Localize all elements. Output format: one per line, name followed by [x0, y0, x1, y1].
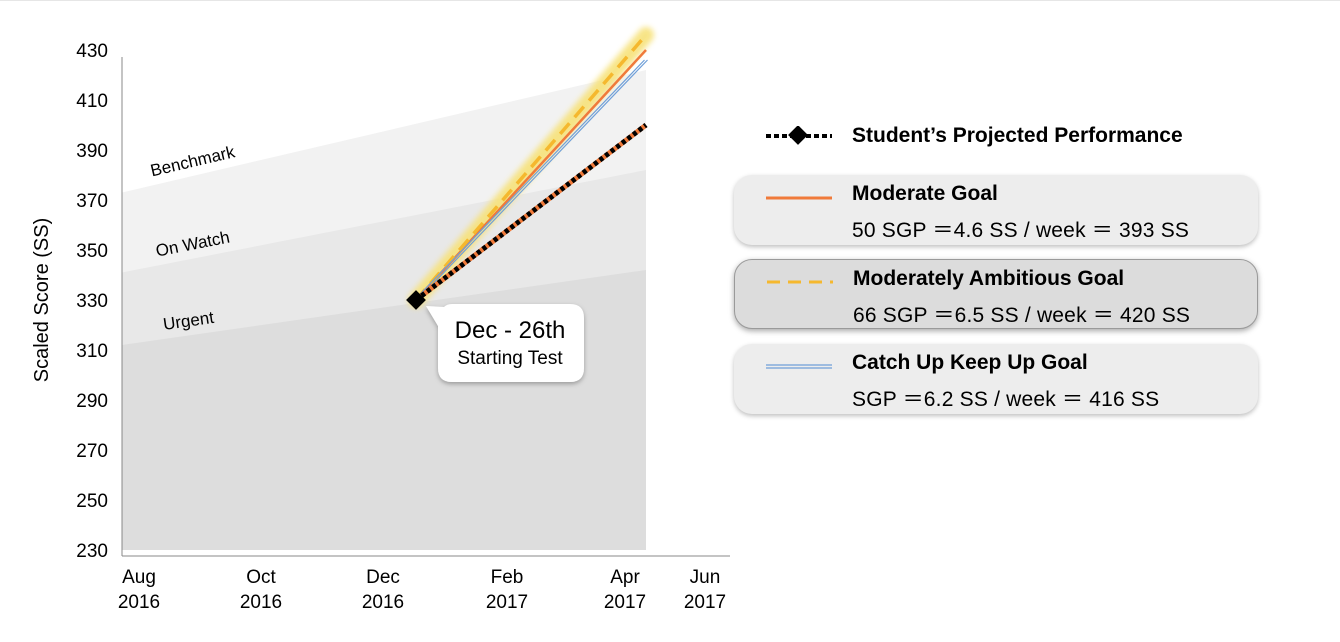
start-callout: Dec - 26th Starting Test: [426, 304, 584, 382]
legend-label: Moderate Goal: [852, 182, 998, 205]
x-tick-label: 2017: [604, 592, 646, 613]
x-tick-label: Apr: [610, 567, 640, 588]
x-tick-label: 2017: [684, 592, 726, 613]
y-tick-label: 330: [76, 291, 108, 312]
legend-label: Student’s Projected Performance: [852, 124, 1183, 147]
legend-item-ambitious[interactable]: Moderately Ambitious Goal 66 SGP ＝6.5 SS…: [734, 259, 1258, 329]
x-tick-label: Jun: [690, 567, 721, 588]
y-tick-label: 370: [76, 191, 108, 212]
projected-line-diamond-icon: [766, 126, 832, 145]
series-moderately-ambitious-goal: [414, 33, 648, 302]
y-axis-title: Scaled Score (SS): [31, 218, 53, 383]
legend-detail: 50 SGP ＝4.6 SS / week ＝ 393 SS: [852, 219, 1190, 242]
x-tick-label: Aug: [122, 567, 156, 588]
x-tick-label: Dec: [366, 567, 400, 588]
legend-item-moderate[interactable]: Moderate Goal 50 SGP ＝4.6 SS / week ＝ 39…: [734, 175, 1258, 245]
catchup-double-line-icon: [766, 364, 832, 369]
ambitious-dashed-line-icon: [767, 280, 833, 284]
y-tick-label: 250: [76, 491, 108, 512]
y-tick-label: 390: [76, 141, 108, 162]
series-lines: [406, 27, 654, 310]
moderate-line-icon: [766, 196, 832, 200]
legend-item-projected[interactable]: Student’s Projected Performance: [734, 118, 1258, 158]
start-point-marker: [406, 290, 426, 310]
callout-label: Starting Test: [457, 348, 563, 369]
callout-date: Dec - 26th: [455, 317, 566, 344]
y-tick-label: 310: [76, 341, 108, 362]
legend-detail: SGP ＝6.2 SS / week ＝ 416 SS: [852, 388, 1160, 411]
series-catch-up-keep-up-goal: [417, 59, 648, 301]
y-tick-label: 350: [76, 241, 108, 262]
x-tick-label: 2016: [240, 592, 282, 613]
series-catch-up-keep-up-goal-inner: [414, 59, 645, 301]
legend-label: Moderately Ambitious Goal: [853, 267, 1125, 290]
x-tick-label: Feb: [491, 567, 524, 588]
axes: 230 250 270 290 310 330 350 370 390 410 430 Aug 2016…: [31, 41, 730, 613]
legend-detail: 66 SGP ＝6.5 SS / week ＝ 420 SS: [853, 304, 1191, 327]
y-tick-label: 410: [76, 91, 108, 112]
y-tick-label: 230: [76, 541, 108, 562]
callout-bubble: [426, 304, 584, 382]
y-tick-label: 290: [76, 391, 108, 412]
top-divider: [0, 0, 1340, 1]
legend-item-catchup[interactable]: Catch Up Keep Up Goal SGP ＝6.2 SS / week…: [734, 344, 1258, 414]
x-tick-label: 2017: [486, 592, 528, 613]
x-tick-label: Oct: [246, 567, 276, 588]
legend-label: Catch Up Keep Up Goal: [852, 351, 1088, 374]
y-tick-label: 270: [76, 441, 108, 462]
series-student-s-projected-performance: [414, 123, 648, 302]
x-tick-label: 2016: [118, 592, 160, 613]
x-tick-label: 2016: [362, 592, 404, 613]
y-tick-label: 430: [76, 41, 108, 62]
